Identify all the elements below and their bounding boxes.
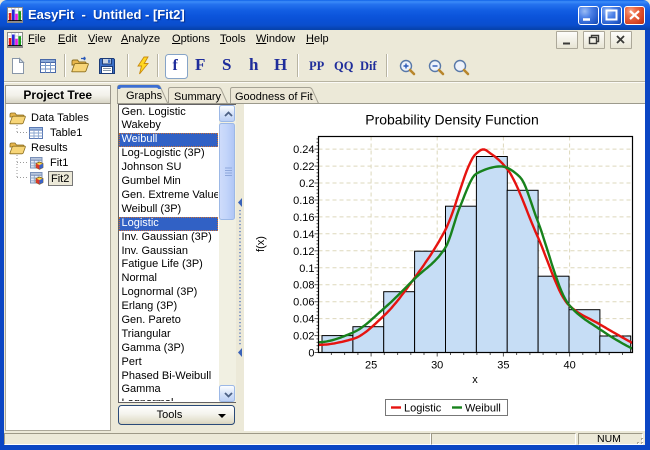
svg-text:40: 40 [563, 360, 575, 372]
svg-text:Summary: Summary [174, 91, 222, 103]
svg-text:0.16: 0.16 [293, 212, 314, 224]
svg-text:Logistic: Logistic [404, 403, 442, 415]
svg-text:Weibull: Weibull [465, 403, 501, 415]
svg-text:0.12: 0.12 [293, 246, 314, 258]
svg-text:0.24: 0.24 [293, 144, 314, 156]
svg-text:f(x): f(x) [255, 236, 267, 252]
svg-text:x: x [472, 374, 478, 386]
svg-text:0.08: 0.08 [293, 280, 314, 292]
svg-text:0: 0 [308, 348, 314, 360]
svg-text:Goodness of Fit: Goodness of Fit [235, 91, 313, 103]
svg-text:35: 35 [497, 360, 509, 372]
svg-text:0.06: 0.06 [293, 297, 314, 309]
svg-text:0.18: 0.18 [293, 195, 314, 207]
svg-text:0.02: 0.02 [293, 331, 314, 343]
svg-text:25: 25 [365, 360, 377, 372]
svg-text:Probability Density Function: Probability Density Function [365, 112, 539, 128]
svg-text:0.14: 0.14 [293, 229, 314, 241]
svg-text:0.04: 0.04 [293, 314, 314, 326]
svg-text:0.1: 0.1 [299, 263, 314, 275]
svg-text:0.22: 0.22 [293, 161, 314, 173]
svg-text:0.2: 0.2 [299, 178, 314, 190]
svg-text:30: 30 [431, 360, 443, 372]
svg-text:Graphs: Graphs [126, 90, 163, 102]
